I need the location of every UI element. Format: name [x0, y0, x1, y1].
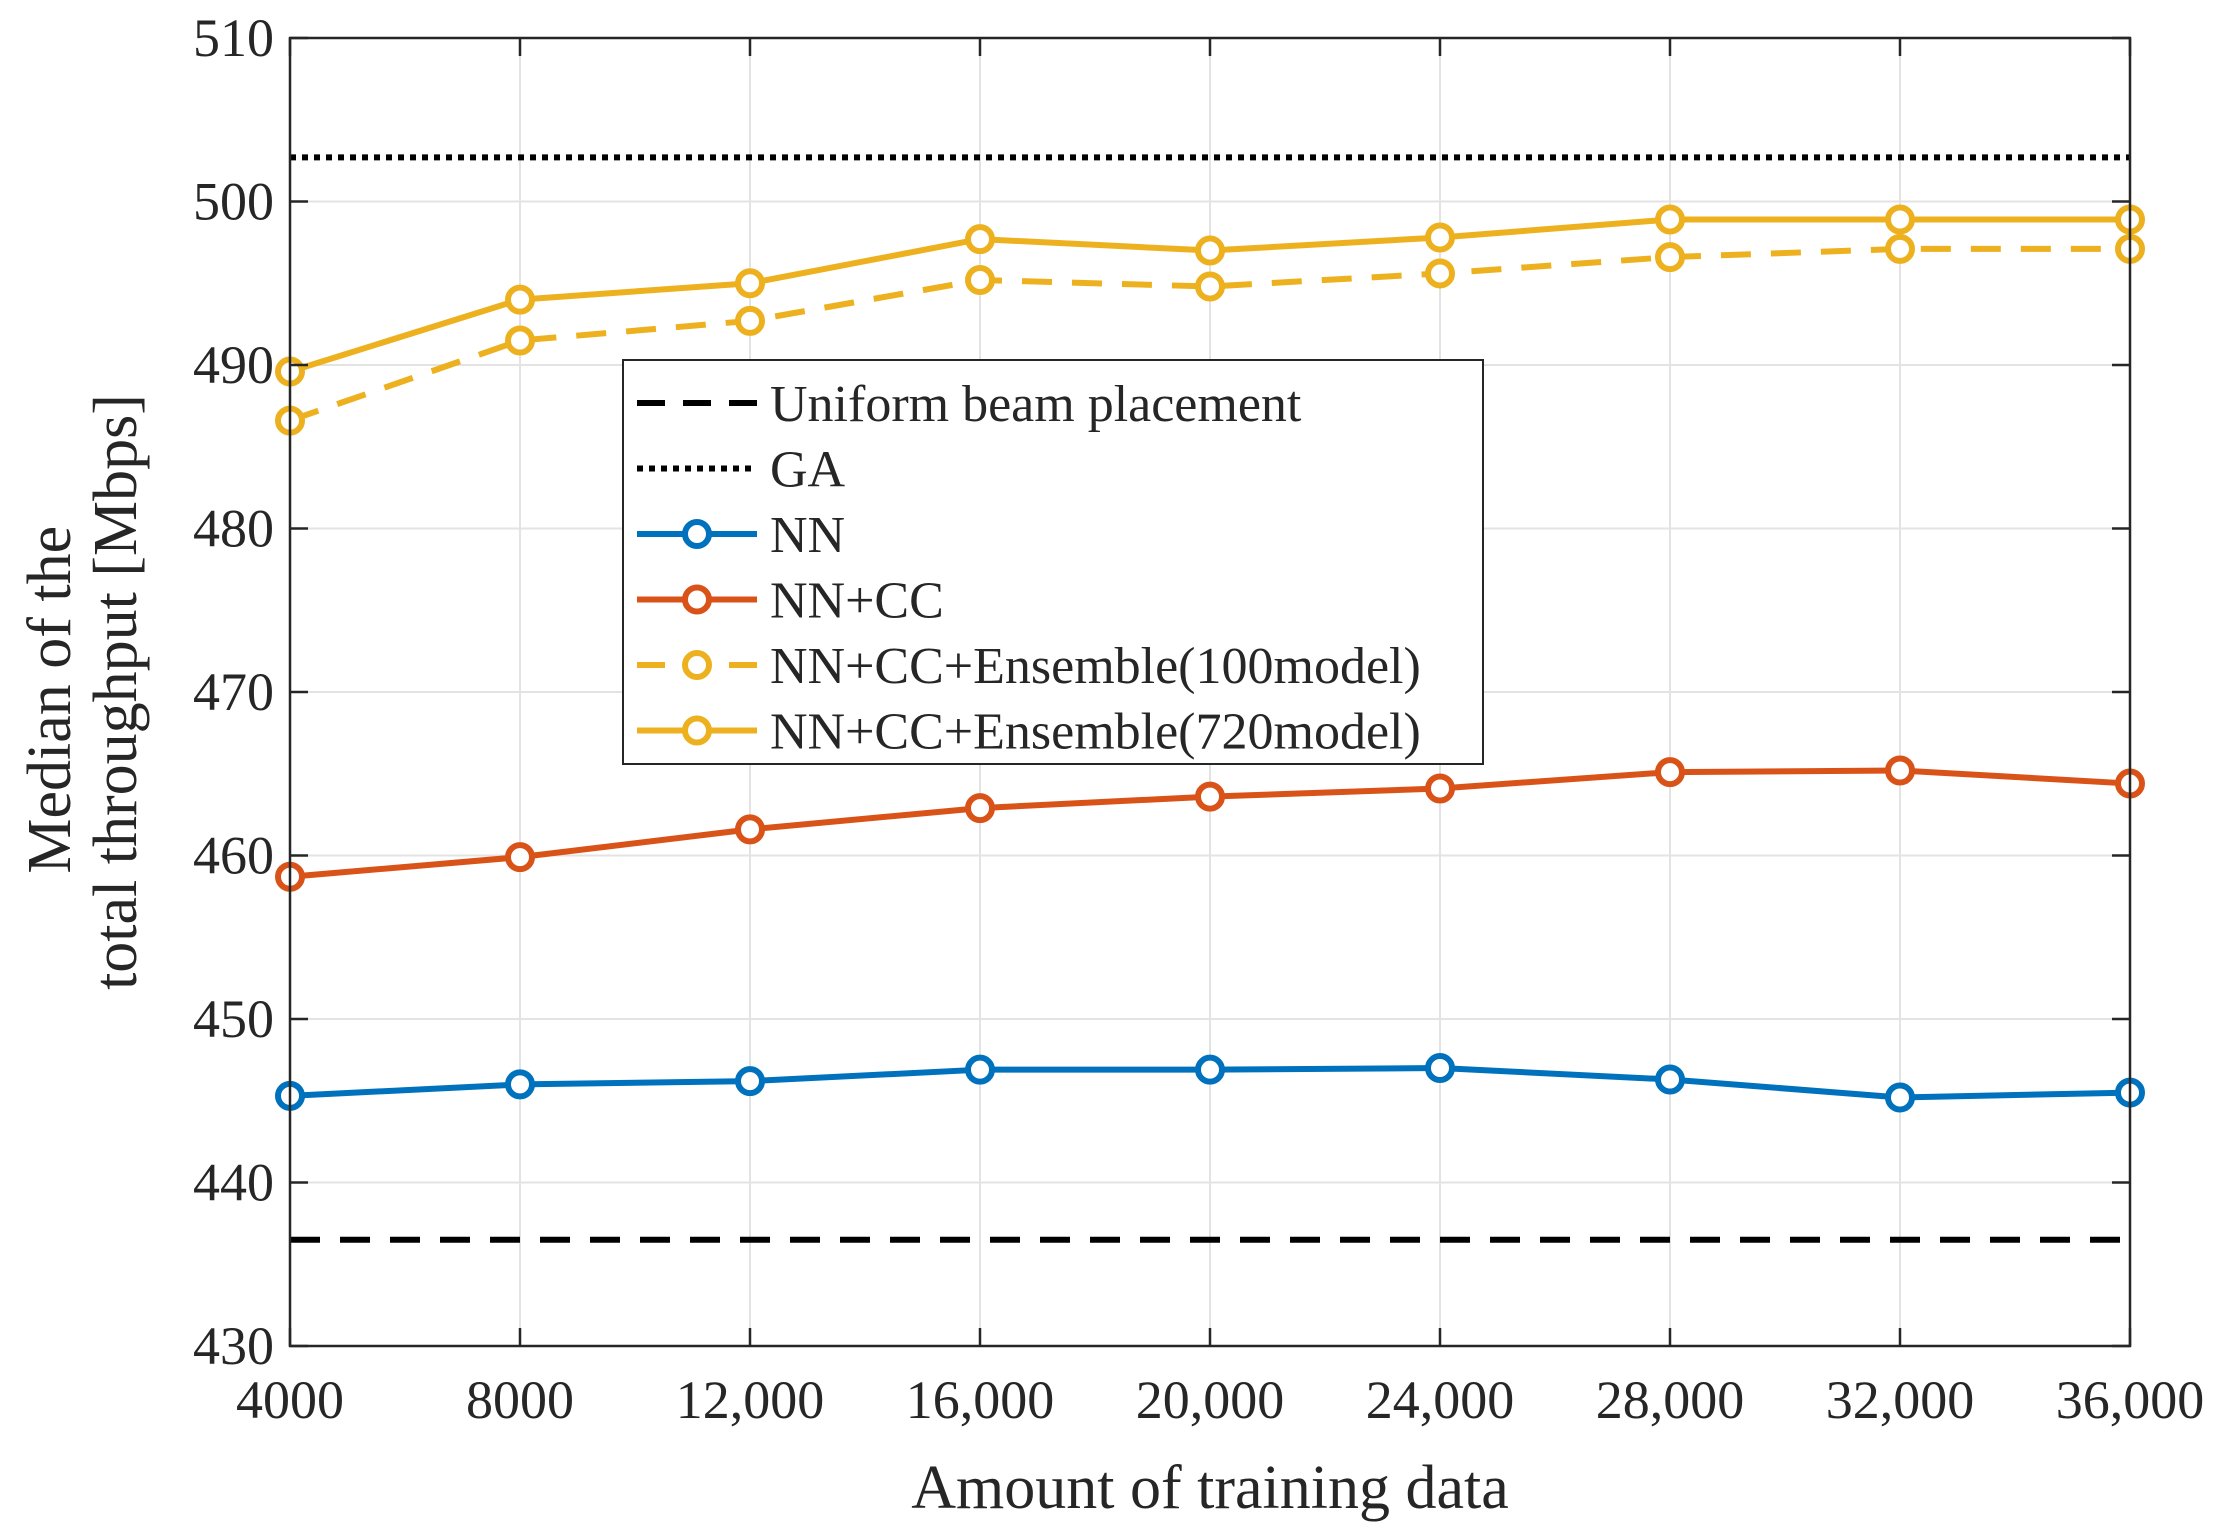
data-point [505, 842, 535, 873]
x-tick-label: 16,000 [906, 1370, 1055, 1430]
data-point [1195, 271, 1225, 302]
x-tick-label: 4000 [236, 1370, 344, 1430]
x-tick-label: 32,000 [1826, 1370, 1975, 1430]
data-point [735, 814, 765, 845]
data-point [1885, 755, 1915, 786]
x-tick-label: 36,000 [2056, 1370, 2205, 1430]
series-4 [275, 755, 2145, 892]
data-point [1425, 1053, 1455, 1084]
ticks: 4000 8000 12,000 16,000 20,000 24,000 28,000 32… [193, 8, 2204, 1430]
data-point [1425, 773, 1455, 804]
legend-swatch-marker [682, 650, 712, 680]
data-point [1655, 204, 1685, 235]
legend-swatch-marker [682, 584, 712, 615]
y-axis-label: Median of the total throughput [Mbps] [16, 394, 150, 990]
data-point [1655, 757, 1685, 788]
data-point [965, 264, 995, 295]
y-tick-label: 450 [193, 989, 274, 1049]
legend-label: NN+CC+Ensemble(100model) [770, 638, 1421, 695]
x-tick-label: 24,000 [1366, 1370, 1515, 1430]
data-point [1885, 1082, 1915, 1113]
legend-label: NN+CC+Ensemble(720model) [770, 704, 1421, 761]
y-tick-label: 510 [193, 8, 274, 68]
series-6 [275, 204, 2145, 387]
legend-label: NN+CC [770, 573, 944, 630]
y-tick-label: 480 [193, 499, 274, 559]
data-point [505, 325, 535, 356]
x-tick-label: 12,000 [676, 1370, 825, 1430]
legend-label: Uniform beam placement [770, 376, 1302, 433]
x-tick-label: 28,000 [1596, 1370, 1745, 1430]
legend-label: NN [770, 507, 845, 564]
series-line [289, 245, 2130, 424]
data-point [1425, 258, 1455, 289]
legend-item: Uniform beam placement [637, 376, 1302, 433]
data-point [505, 1069, 535, 1100]
y-tick-label: 500 [193, 172, 274, 232]
data-point [965, 1054, 995, 1085]
legend-swatch-marker [682, 715, 712, 746]
data-point [735, 268, 765, 299]
x-tick-label: 8000 [466, 1370, 574, 1430]
data-point [965, 224, 995, 255]
y-tick-label: 460 [193, 826, 274, 886]
legend-item: NN+CC [637, 573, 944, 630]
data-point [1885, 233, 1915, 264]
series-5 [275, 233, 2145, 436]
y-tick-label: 490 [193, 335, 274, 395]
legend: Uniform beam placement GA NN NN+CC NN+CC+Ens… [622, 359, 1484, 765]
legend-swatch-marker [682, 519, 712, 549]
x-tick-label: 20,000 [1136, 1370, 1285, 1430]
data-point [735, 1066, 765, 1097]
x-axis-label: Amount of training data [911, 1454, 1508, 1522]
y-axis-label-line-1: Median of the [16, 526, 84, 874]
data-point [735, 305, 765, 336]
legend-item: NN [637, 507, 845, 564]
y-tick-label: 470 [193, 662, 274, 722]
legend-item: NN+CC+Ensemble(720model) [637, 704, 1421, 761]
y-tick-label: 440 [193, 1153, 274, 1213]
data-point [1425, 222, 1455, 253]
legend-label: GA [770, 442, 846, 499]
legend-box [622, 359, 1484, 765]
legend-item: GA [637, 442, 846, 499]
data-point [1195, 781, 1225, 812]
data-point [1655, 1064, 1685, 1095]
data-point [1655, 242, 1685, 273]
data-point [965, 793, 995, 824]
y-axis-label-line-2: total throughput [Mbps] [82, 394, 150, 990]
data-point [1195, 235, 1225, 266]
data-point [1885, 204, 1915, 235]
data-point [1195, 1054, 1225, 1085]
legend-item: NN+CC+Ensemble(100model) [637, 638, 1421, 695]
data-point [505, 284, 535, 315]
y-tick-label: 430 [193, 1316, 274, 1376]
